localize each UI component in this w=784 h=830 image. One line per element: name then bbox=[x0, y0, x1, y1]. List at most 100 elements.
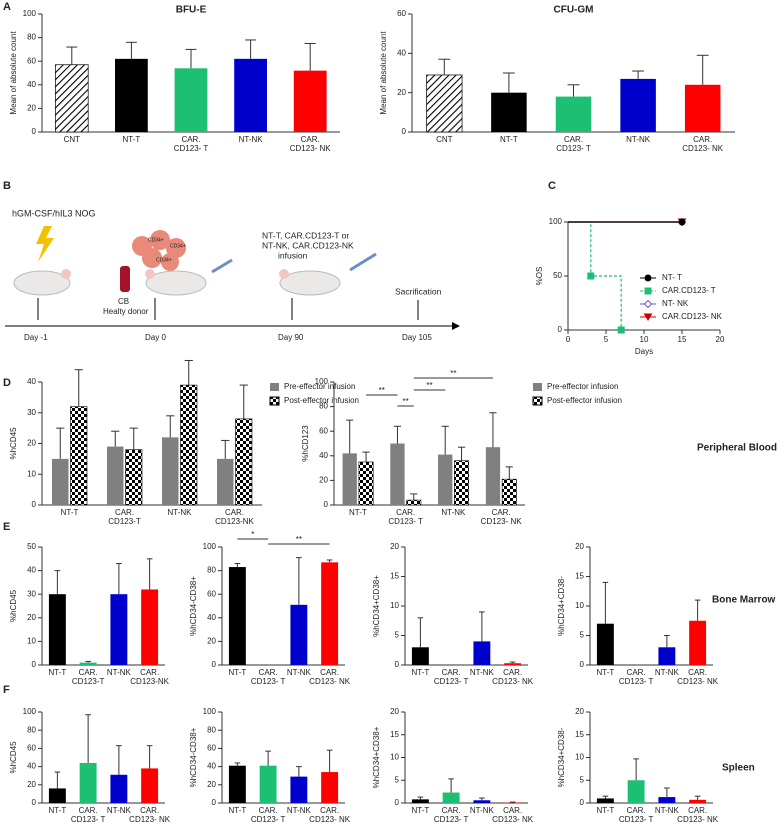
bar bbox=[180, 384, 198, 506]
infusion-label: NT-NK, CAR.CD123-NK bbox=[262, 240, 354, 250]
bar bbox=[290, 604, 308, 665]
x-tick-label: NT-NK bbox=[441, 508, 466, 517]
bar bbox=[438, 454, 453, 505]
x-tick-label: NT-T bbox=[48, 806, 66, 815]
x-tick-label: NT-NK bbox=[287, 806, 312, 815]
legend-swatch bbox=[270, 383, 279, 391]
error-bar bbox=[116, 745, 122, 775]
significance-label: ** bbox=[450, 369, 456, 378]
x-tick-label: NT-T bbox=[228, 668, 246, 677]
error-bar bbox=[696, 54, 709, 85]
significance-label: ** bbox=[426, 381, 432, 390]
bar bbox=[321, 562, 339, 665]
legend-label: CAR.CD123- NK bbox=[662, 312, 723, 321]
error-bar bbox=[362, 451, 370, 462]
x-tick-label: CAR. CD123- NK bbox=[129, 806, 171, 824]
error-bar bbox=[66, 46, 78, 65]
y-tick-label: 20 bbox=[575, 707, 584, 716]
x-tick-label: 20 bbox=[716, 335, 725, 344]
error-bar bbox=[296, 557, 302, 605]
y-tick-label: 0 bbox=[580, 660, 585, 669]
bar bbox=[442, 792, 460, 803]
y-tick-label: 80 bbox=[319, 402, 328, 411]
bar bbox=[689, 620, 707, 665]
chart-title: CFU-GM bbox=[554, 5, 594, 16]
y-tick-label: 50 bbox=[27, 542, 36, 551]
mouse bbox=[145, 270, 207, 296]
marker bbox=[643, 313, 653, 321]
bar bbox=[555, 96, 592, 132]
bar bbox=[70, 406, 88, 506]
bar bbox=[293, 70, 327, 132]
y-tick-label: 20 bbox=[27, 780, 36, 789]
y-tick-label: 5 bbox=[395, 631, 400, 640]
error-bar bbox=[85, 714, 91, 763]
error-bar bbox=[632, 70, 645, 79]
mouse-ear bbox=[61, 269, 71, 279]
error-bar bbox=[417, 617, 424, 648]
x-tick-label: NT-NK bbox=[107, 668, 132, 677]
y-tick-label: 40 bbox=[27, 762, 36, 771]
y-tick-label: 0 bbox=[32, 500, 37, 509]
y-tick-label: 80 bbox=[207, 566, 216, 575]
mouse-ear bbox=[145, 269, 155, 279]
y-tick-label: 80 bbox=[27, 33, 36, 42]
error-bar bbox=[116, 563, 122, 595]
x-tick-label: CAR. CD123- T bbox=[619, 668, 654, 686]
y-tick-label: 0 bbox=[402, 127, 407, 136]
y-tick-label: 60 bbox=[27, 744, 36, 753]
y-tick-label: 30 bbox=[27, 408, 36, 417]
bar bbox=[473, 641, 491, 665]
legend-label: Post-effector infusion bbox=[547, 396, 622, 405]
error-bar bbox=[479, 611, 485, 642]
bar bbox=[627, 780, 645, 803]
syringe bbox=[211, 258, 233, 274]
x-tick-label: NT-NK bbox=[626, 135, 651, 144]
legend-label: Post-effector infusion bbox=[284, 396, 359, 405]
x-tick-label: NT-T bbox=[411, 668, 429, 677]
y-tick-label: 20 bbox=[575, 542, 584, 551]
y-tick-label: 20 bbox=[27, 439, 36, 448]
time-markers bbox=[37, 298, 419, 320]
error-bar bbox=[505, 466, 513, 480]
x-tick-label: NT-T bbox=[596, 668, 614, 677]
error-bar bbox=[602, 581, 609, 624]
irradiation-icon bbox=[36, 226, 54, 262]
panel-label: B bbox=[3, 180, 11, 192]
bar bbox=[55, 64, 89, 133]
x-tick-label: NT-T bbox=[596, 806, 614, 815]
error-bar bbox=[296, 766, 302, 777]
mouse bbox=[13, 270, 71, 296]
significance-label: ** bbox=[296, 535, 302, 544]
y-tick-label: 0 bbox=[32, 127, 37, 136]
y-tick-label: 20 bbox=[390, 542, 399, 551]
day-label: Day 0 bbox=[145, 333, 166, 342]
y-tick-label: 60 bbox=[397, 9, 406, 18]
error-bar bbox=[184, 359, 193, 386]
bar bbox=[115, 58, 148, 133]
error-bar bbox=[567, 84, 580, 97]
x-tick-label: CNT bbox=[436, 135, 453, 144]
y-tick-label: 5 bbox=[395, 775, 400, 784]
bar bbox=[217, 458, 234, 505]
bar bbox=[79, 662, 97, 665]
panel-label: D bbox=[3, 377, 11, 389]
y-axis-label: %hCD34-CD38+ bbox=[189, 576, 198, 636]
bar bbox=[658, 797, 676, 803]
error-bar bbox=[694, 599, 701, 621]
row-label: Spleen bbox=[722, 763, 755, 774]
error-bar bbox=[146, 745, 153, 769]
x-tick-label: CAR. CD123- NK bbox=[677, 806, 719, 824]
marker bbox=[678, 218, 686, 226]
y-tick-label: 0 bbox=[212, 798, 217, 807]
y-tick-label: 100 bbox=[315, 377, 329, 386]
bar bbox=[454, 460, 469, 506]
bar bbox=[596, 623, 614, 665]
error-bar bbox=[234, 563, 241, 568]
y-tick-label: 40 bbox=[397, 48, 406, 57]
y-tick-label: 60 bbox=[27, 56, 36, 65]
bar bbox=[48, 788, 66, 803]
x-tick-label: CAR. CD123- T bbox=[388, 508, 423, 526]
y-tick-label: 30 bbox=[27, 589, 36, 598]
